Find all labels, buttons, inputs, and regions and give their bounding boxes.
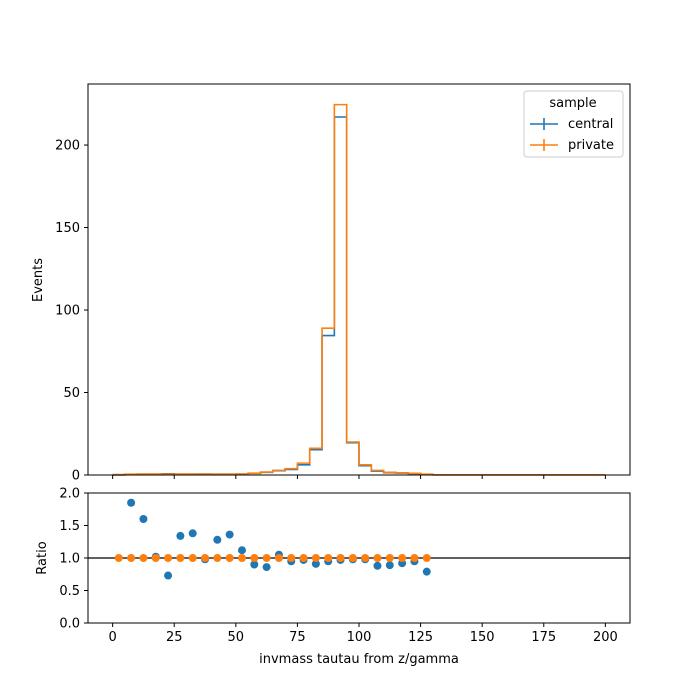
ratio-point-private	[336, 554, 345, 562]
ratio-point-private	[299, 554, 308, 562]
ratio-point-private	[188, 554, 197, 562]
ratio-point-central	[188, 529, 197, 538]
main-y-tick-label: 100	[55, 304, 80, 319]
ratio-point-private	[127, 554, 136, 562]
ratio-point-central	[373, 561, 382, 570]
x-tick-label: 75	[289, 630, 306, 645]
ratio-point-private	[361, 554, 370, 562]
ratio-point-central	[225, 530, 234, 539]
ratio-point-private	[151, 554, 160, 562]
main-y-tick-label: 150	[55, 221, 80, 236]
ratio-point-private	[348, 554, 357, 562]
main-y-axis-label: Events	[31, 258, 46, 302]
ratio-y-tick-label: 0.5	[59, 584, 80, 599]
ratio-point-private	[324, 554, 333, 562]
x-tick-label: 25	[166, 630, 183, 645]
x-tick-label: 0	[108, 630, 116, 645]
ratio-point-private	[225, 554, 234, 562]
main-y-tick-label: 0	[72, 469, 80, 484]
ratio-point-private	[398, 554, 407, 562]
legend-frame	[523, 90, 624, 158]
x-tick-label: 200	[593, 630, 618, 645]
ratio-point-private	[213, 554, 222, 562]
ratio-point-central	[262, 563, 271, 572]
legend-title: sample	[549, 96, 596, 111]
ratio-point-central	[385, 561, 394, 570]
x-tick-label: 150	[470, 630, 495, 645]
ratio-point-private	[237, 554, 246, 562]
ratio-point-private	[410, 554, 419, 562]
legend-entry-private: private	[530, 138, 614, 153]
legend-entry-central: central	[530, 117, 613, 132]
legend-label-private: private	[568, 138, 614, 153]
ratio-point-private	[373, 554, 382, 562]
ratio-point-private	[139, 554, 148, 562]
ratio-y-tick-label: 2.0	[59, 487, 80, 502]
ratio-point-central	[127, 498, 136, 507]
ratio-point-private	[176, 554, 185, 562]
ratio-point-private	[201, 554, 210, 562]
x-axis-label: invmass tautau from z/gamma	[259, 652, 459, 667]
ratio-point-central	[237, 546, 246, 555]
histogram-step-central	[112, 116, 606, 476]
ratio-point-private	[385, 554, 394, 562]
ratio-point-private	[164, 554, 173, 562]
x-tick-label: 125	[408, 630, 433, 645]
ratio-y-tick-label: 1.5	[59, 519, 80, 534]
ratio-point-private	[250, 554, 259, 562]
ratio-panel: 0 25 50 75 100 125 150 175 200 0.0 0.5 1.0 1.5 2.0 R…	[35, 487, 631, 667]
main-y-tick-label: 50	[63, 386, 80, 401]
x-tick-label: 50	[228, 630, 245, 645]
ratio-point-private	[262, 554, 271, 562]
ratio-point-central	[250, 560, 259, 569]
ratio-y-tick-label: 0.0	[59, 617, 80, 632]
ratio-point-private	[311, 554, 320, 562]
legend-label-central: central	[568, 117, 613, 132]
ratio-point-central	[164, 571, 173, 580]
histogram-step-private	[112, 103, 606, 476]
main-panel: 0 50 100 150 200 Events sample central priva…	[31, 83, 631, 484]
ratio-y-tick-label: 1.0	[59, 552, 80, 567]
x-tick-label: 100	[347, 630, 372, 645]
ratio-point-private	[422, 554, 431, 562]
ratio-point-private	[287, 554, 296, 562]
ratio-point-private	[274, 554, 283, 562]
ratio-point-central	[422, 567, 431, 576]
ratio-point-central	[311, 559, 320, 568]
ratio-y-axis-label: Ratio	[35, 541, 50, 574]
main-y-tick-label: 200	[55, 139, 80, 154]
x-tick-label: 175	[531, 630, 556, 645]
ratio-point-central	[139, 515, 148, 523]
ratio-point-central	[176, 531, 185, 540]
legend: sample central private	[523, 90, 624, 158]
ratio-point-private	[114, 554, 123, 562]
ratio-point-central	[213, 535, 222, 544]
